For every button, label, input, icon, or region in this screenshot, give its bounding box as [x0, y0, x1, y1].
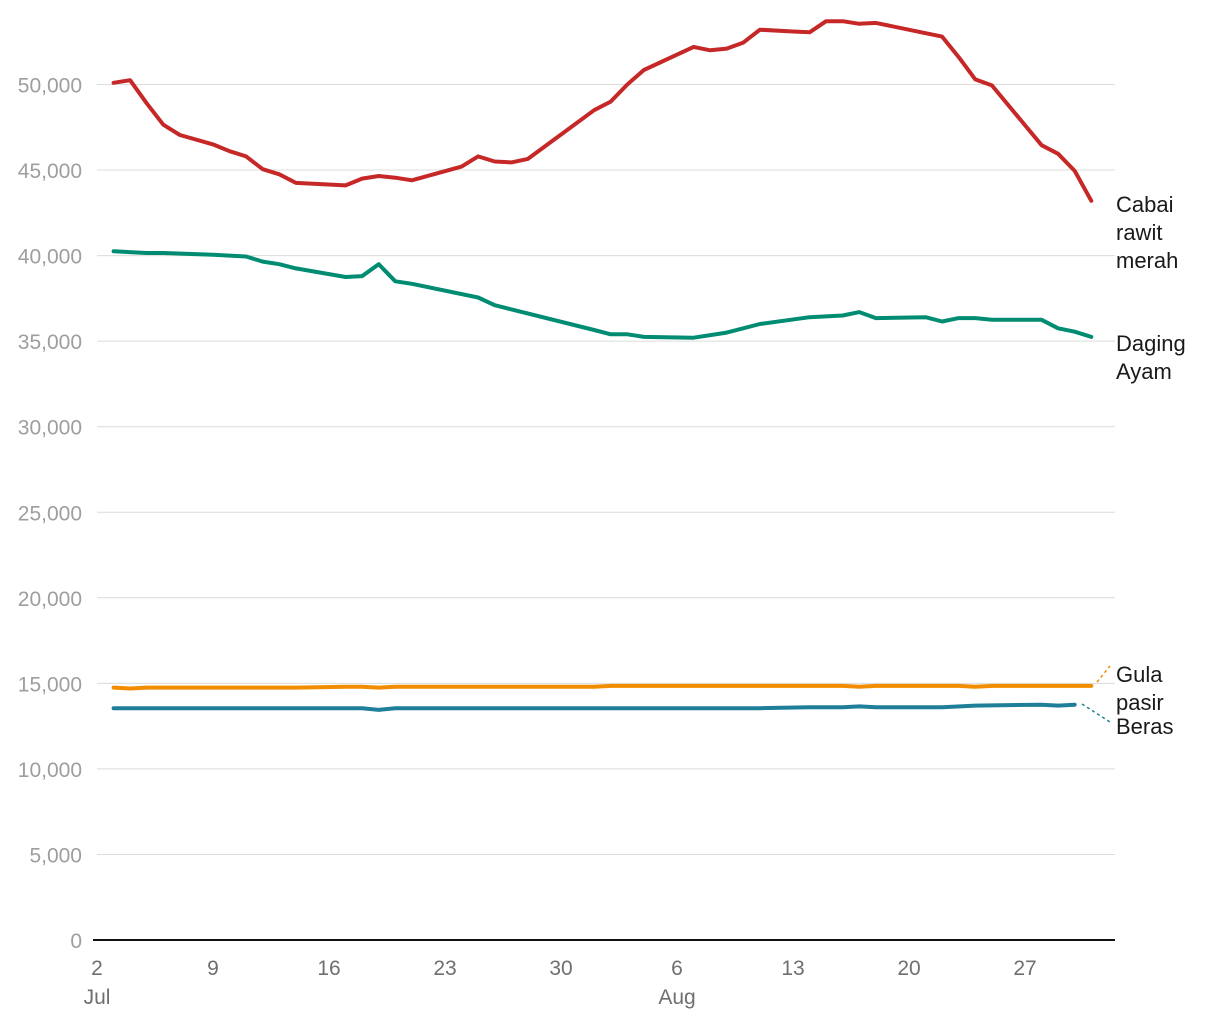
y-tick-label: 0 [70, 930, 82, 953]
series-lines [111, 19, 1094, 712]
y-tick-label: 5,000 [29, 844, 82, 867]
x-tick-label: 16 [317, 957, 340, 980]
x-axis-tick-labels: 2 Jul 9 16 23 30 6 Aug 13 20 27 [84, 957, 1037, 1009]
series-label-line: pasir [1116, 690, 1164, 715]
y-tick-label: 45,000 [18, 160, 82, 183]
x-tick-label: 13 [781, 957, 804, 980]
y-tick-label: 10,000 [18, 759, 82, 782]
series-line-beras [111, 702, 1077, 712]
y-tick-label: 30,000 [18, 417, 82, 440]
series-label-beras: Beras [1116, 714, 1173, 739]
y-tick-label: 35,000 [18, 331, 82, 354]
series-label-daging-ayam: Daging Ayam [1116, 331, 1186, 384]
y-tick-label: 50,000 [18, 75, 82, 98]
series-label-line: Beras [1116, 714, 1173, 739]
gridlines [97, 84, 1115, 855]
series-label-line: Gula [1116, 662, 1163, 687]
series-label-cabai-rawit-merah: Cabai rawit merah [1116, 192, 1178, 273]
label-leader-beras [1081, 703, 1111, 723]
series-line-gula-pasir [111, 683, 1094, 691]
x-tick-label: 9 [207, 957, 219, 980]
x-tick-label: 20 [897, 957, 920, 980]
label-leader-gula-pasir [1096, 665, 1111, 683]
y-tick-label: 20,000 [18, 588, 82, 611]
series-label-line: rawit [1116, 220, 1162, 245]
series-label-line: Daging [1116, 331, 1186, 356]
x-tick-label: 30 [549, 957, 572, 980]
x-tick-sublabel: Aug [658, 986, 695, 1009]
y-tick-label: 40,000 [18, 246, 82, 269]
y-axis-tick-labels: 0 5,000 10,000 15,000 20,000 25,000 30,000 35,0… [18, 75, 82, 954]
series-line-cabai-rawit-merah [111, 19, 1094, 203]
x-tick-label: 6 [671, 957, 683, 980]
series-label-line: Ayam [1116, 359, 1172, 384]
series-label-gula-pasir: Gula pasir [1116, 662, 1164, 715]
series-label-line: merah [1116, 248, 1178, 273]
y-tick-label: 15,000 [18, 673, 82, 696]
x-tick-sublabel: Jul [84, 986, 111, 1009]
y-tick-label: 25,000 [18, 502, 82, 525]
x-tick-label: 2 [91, 957, 103, 980]
series-line-daging-ayam [111, 249, 1094, 340]
x-tick-label: 27 [1013, 957, 1036, 980]
x-tick-label: 23 [433, 957, 456, 980]
series-label-line: Cabai [1116, 192, 1173, 217]
